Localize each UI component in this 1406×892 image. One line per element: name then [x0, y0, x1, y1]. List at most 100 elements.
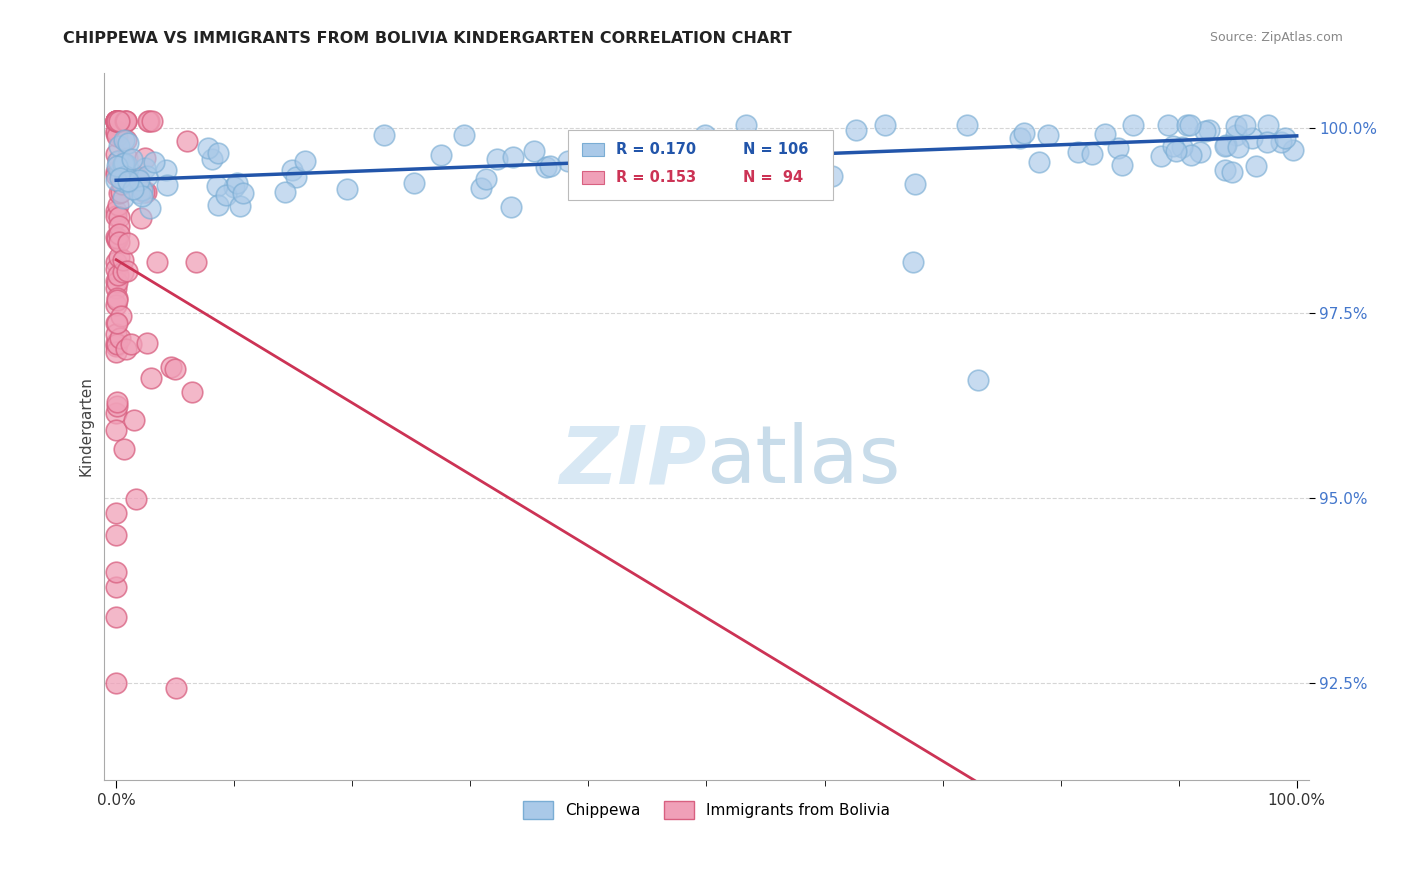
Point [111, 191, 134, 205]
Text: N = 106: N = 106 [742, 142, 808, 157]
Point [215, 188, 238, 202]
Point [107, 139, 129, 153]
Point [111, 160, 134, 174]
Point [110, 309, 132, 323]
Point [108, 227, 131, 242]
Point [105, 275, 128, 289]
Point [105, 124, 128, 138]
Point [1226, 140, 1249, 154]
Point [1244, 159, 1267, 173]
Text: CHIPPEWA VS IMMIGRANTS FROM BOLIVIA KINDERGARTEN CORRELATION CHART: CHIPPEWA VS IMMIGRANTS FROM BOLIVIA KIND… [63, 31, 792, 46]
Point [1233, 118, 1256, 132]
Point [845, 123, 868, 137]
Point [966, 373, 988, 387]
Point [1257, 118, 1279, 132]
Point [110, 331, 132, 345]
Point [136, 169, 159, 184]
Point [105, 114, 128, 128]
Point [1036, 128, 1059, 142]
Point [499, 200, 522, 214]
Point [105, 400, 128, 414]
Point [904, 177, 927, 191]
Point [523, 144, 546, 158]
Point [1111, 158, 1133, 172]
Point [1067, 145, 1090, 160]
Point [132, 185, 155, 199]
Point [112, 161, 135, 176]
Point [107, 159, 129, 173]
Point [180, 384, 202, 399]
Point [107, 154, 129, 169]
Point [1270, 135, 1292, 149]
Point [146, 255, 169, 269]
Point [107, 114, 129, 128]
Point [662, 157, 685, 171]
Point [114, 114, 136, 128]
Point [128, 186, 150, 201]
Point [121, 181, 143, 195]
Point [114, 133, 136, 147]
Point [1008, 131, 1031, 145]
Point [107, 198, 129, 212]
Point [105, 261, 128, 276]
Point [1188, 145, 1211, 159]
Point [134, 151, 156, 165]
Point [1107, 141, 1129, 155]
FancyBboxPatch shape [582, 171, 605, 184]
Point [1194, 124, 1216, 138]
Point [105, 114, 128, 128]
Point [129, 211, 152, 226]
Point [197, 140, 219, 154]
Point [821, 169, 844, 183]
Point [115, 158, 138, 172]
Point [115, 114, 138, 128]
Point [115, 114, 138, 128]
Point [107, 186, 129, 200]
Point [105, 339, 128, 353]
Point [105, 676, 128, 690]
Point [274, 185, 297, 199]
FancyBboxPatch shape [582, 143, 605, 156]
Point [105, 326, 128, 341]
Point [105, 114, 128, 128]
Point [373, 128, 395, 142]
Point [108, 165, 131, 179]
Point [776, 148, 799, 162]
Point [139, 201, 162, 215]
Point [108, 170, 131, 185]
Point [117, 175, 139, 189]
Point [470, 181, 492, 195]
Point [122, 412, 145, 426]
Point [336, 182, 359, 196]
Point [112, 265, 135, 279]
Point [404, 177, 426, 191]
Point [873, 118, 896, 132]
Point [105, 293, 128, 307]
Point [125, 491, 148, 506]
Point [138, 114, 160, 128]
Point [105, 336, 128, 351]
Point [105, 229, 128, 244]
Point [778, 155, 800, 169]
Point [142, 154, 165, 169]
Point [105, 406, 128, 420]
Text: atlas: atlas [706, 423, 901, 500]
Point [105, 506, 128, 520]
Point [115, 342, 138, 356]
Point [1157, 118, 1180, 132]
Point [107, 114, 129, 128]
Point [557, 154, 579, 169]
Point [1282, 143, 1305, 157]
Point [903, 254, 925, 268]
Point [201, 152, 224, 166]
Point [108, 163, 131, 178]
Point [205, 179, 228, 194]
Point [105, 281, 128, 295]
Y-axis label: Kindergarten: Kindergarten [79, 376, 93, 476]
Point [734, 118, 756, 132]
Point [741, 161, 763, 175]
Point [108, 235, 131, 250]
Point [107, 211, 129, 225]
Point [112, 133, 135, 147]
Point [105, 274, 128, 288]
